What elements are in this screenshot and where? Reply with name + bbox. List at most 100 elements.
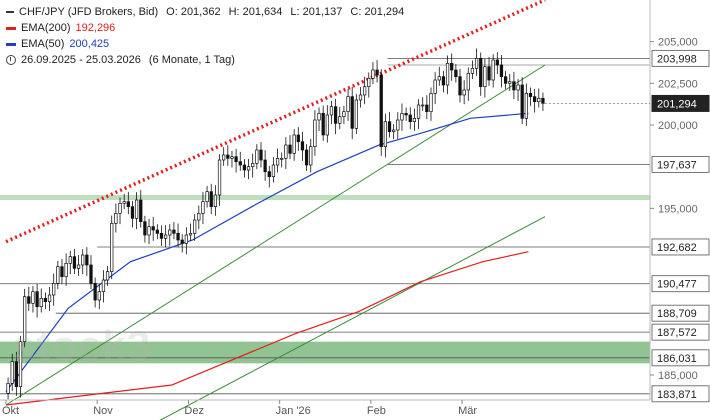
candle-body: [437, 76, 441, 81]
resistance-trendline: [5, 0, 546, 244]
candle-body: [433, 79, 437, 94]
candle-body: [520, 84, 524, 119]
candle-body: [222, 154, 226, 161]
candle-body: [197, 212, 201, 221]
level-label-box: [651, 155, 710, 173]
level-label-box: [651, 323, 710, 341]
support-trendline: [159, 216, 546, 420]
candle-body: [284, 144, 288, 159]
candle-body: [454, 69, 458, 78]
candle-body: [147, 226, 151, 236]
candle-body: [242, 164, 247, 171]
candle-body: [6, 382, 10, 394]
candle-body: [64, 262, 68, 278]
candle-body: [470, 67, 475, 74]
candle-body: [271, 164, 276, 178]
candle-body: [238, 161, 242, 166]
candle-body: [81, 254, 85, 266]
ema200-line: [5, 251, 529, 406]
candle-body: [317, 112, 321, 121]
candle-body: [139, 199, 143, 223]
candle-body: [383, 121, 388, 148]
candle-body: [105, 271, 110, 281]
candle-body: [537, 97, 541, 103]
candle-body: [421, 104, 425, 107]
candle-body: [27, 296, 31, 304]
candle-body: [333, 106, 338, 124]
current-price-box: [651, 94, 710, 112]
candle-body: [89, 264, 93, 284]
y-tick-label: 195,000: [658, 203, 698, 215]
candle-body: [184, 234, 188, 244]
candle-body: [114, 212, 118, 224]
open-value: O: 201,362: [166, 6, 221, 18]
candle-body: [267, 171, 271, 178]
candle-body: [416, 104, 421, 119]
candle-body: [101, 279, 106, 293]
candle-body: [304, 149, 309, 166]
level-label-box: [651, 275, 710, 293]
level-label: 186,031: [657, 353, 697, 365]
chevron-right-icon: [6, 11, 14, 13]
x-tick-label: Nov: [93, 405, 113, 417]
candle-body: [217, 159, 222, 196]
candle-body: [379, 74, 383, 148]
y-tick-label: 202,500: [658, 78, 698, 90]
candle-body: [180, 239, 184, 244]
candle-body: [524, 92, 528, 119]
candle-body: [14, 361, 19, 388]
level-label: 188,709: [657, 308, 697, 320]
candle-body: [499, 64, 504, 78]
candle-body: [85, 254, 89, 266]
candle-body: [155, 229, 159, 234]
candle-body: [93, 282, 97, 301]
candle-body: [483, 66, 487, 88]
candle-body: [68, 256, 72, 264]
candle-body: [458, 76, 462, 96]
candle-body: [72, 256, 77, 269]
level-label: 197,637: [657, 159, 697, 171]
candle-body: [408, 114, 412, 123]
level-label: 203,998: [657, 53, 697, 65]
clock-icon: [6, 55, 16, 65]
candle-body: [400, 112, 404, 121]
candle-body: [532, 96, 537, 103]
candle-body: [193, 219, 197, 234]
candle-body: [130, 206, 135, 219]
candle-body: [35, 291, 39, 308]
candle-body: [188, 232, 193, 236]
candle-body: [226, 154, 230, 159]
candle-body: [404, 112, 408, 116]
candle-body: [363, 86, 367, 96]
x-tick-label: Okt: [2, 405, 19, 417]
candle-body: [425, 104, 429, 113]
ema200-swatch-icon: [6, 26, 16, 30]
candle-body: [246, 166, 251, 171]
candle-body: [39, 297, 43, 308]
candle-body: [466, 72, 470, 91]
y-tick-label: 205,000: [658, 37, 698, 49]
candle-body: [234, 156, 238, 163]
candle-body: [445, 62, 450, 86]
period-label: (6 Monate, 1 Tag): [148, 54, 235, 66]
candle-body: [495, 59, 499, 66]
candle-body: [309, 146, 313, 166]
candle-body: [134, 199, 139, 219]
y-tick-label: 185,000: [658, 370, 698, 382]
candle-body: [346, 96, 350, 113]
candle-body: [201, 201, 205, 214]
candle-body: [251, 162, 255, 168]
candle-body: [163, 234, 168, 239]
candle-body: [429, 92, 433, 113]
candle-body: [342, 111, 346, 118]
candle-body: [18, 341, 23, 388]
candle-body: [516, 84, 520, 91]
candle-body: [412, 117, 417, 123]
candle-body: [52, 282, 56, 296]
candle-body: [367, 77, 371, 88]
candle-body: [151, 226, 155, 231]
candle-body: [213, 194, 218, 208]
candle-body: [263, 159, 267, 173]
x-tick-label: Dez: [184, 405, 204, 417]
